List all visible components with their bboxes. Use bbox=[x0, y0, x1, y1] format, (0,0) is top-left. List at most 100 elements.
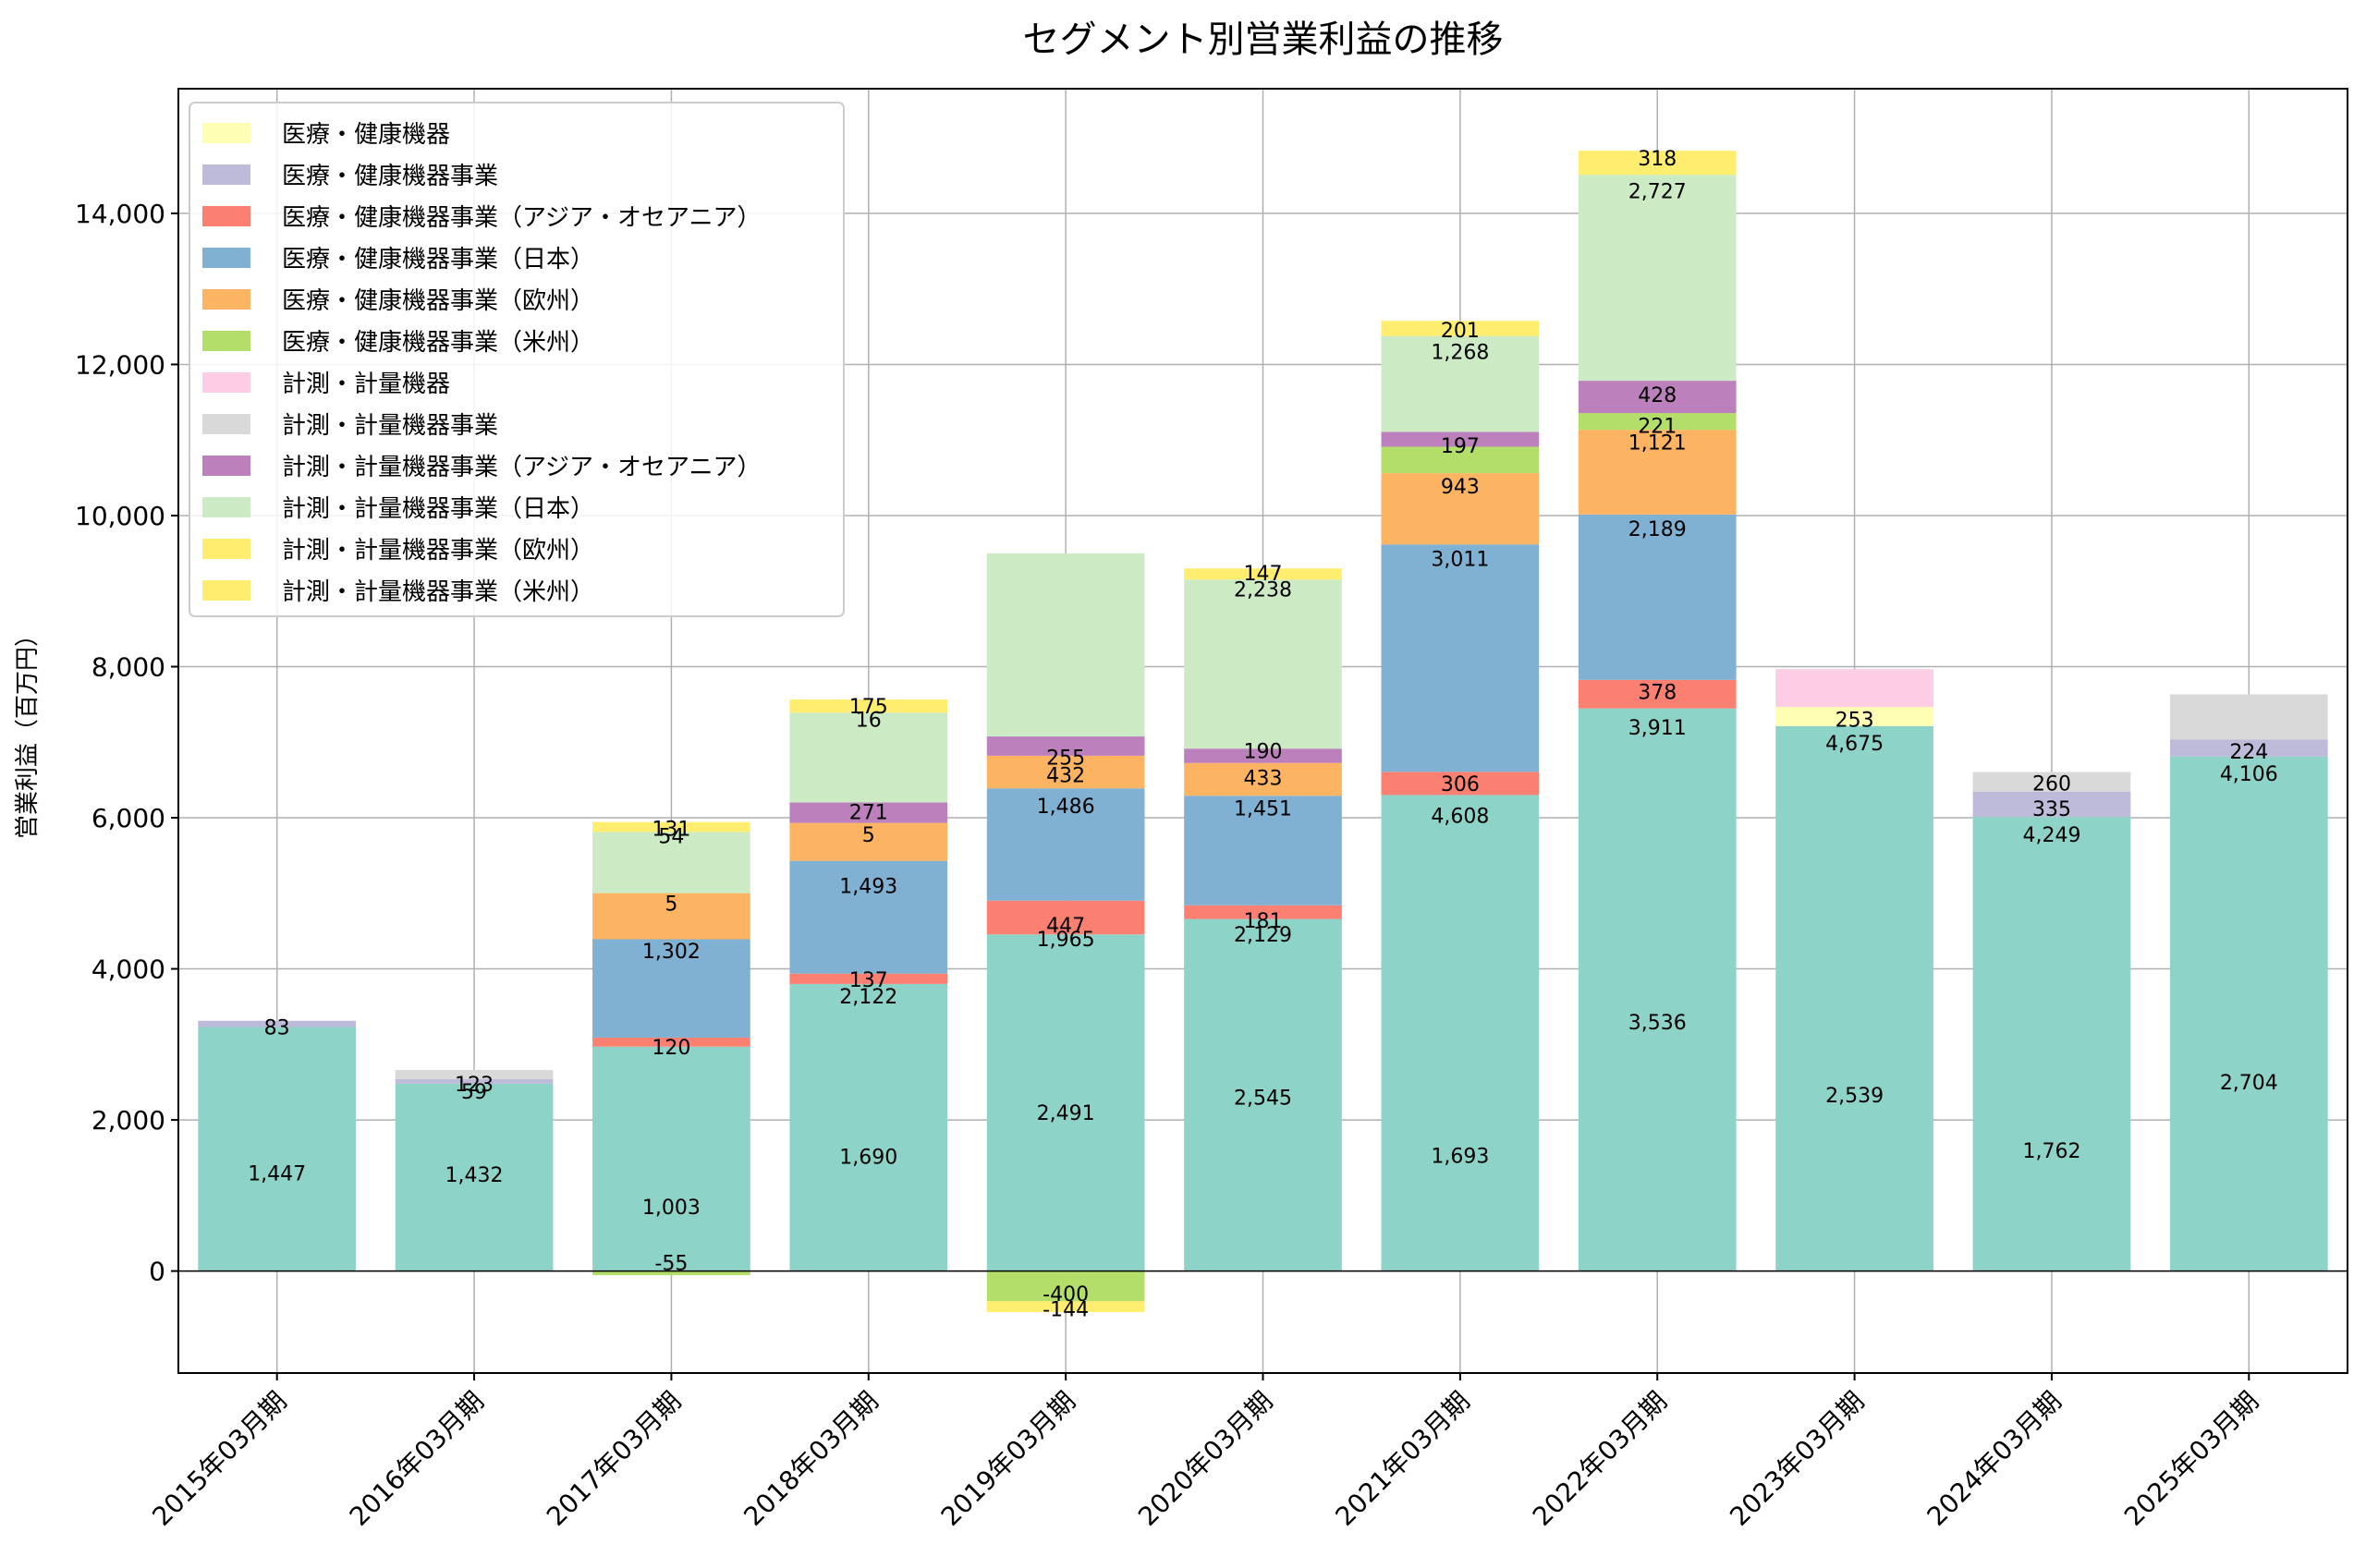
data-label: 4,675 bbox=[1825, 733, 1884, 756]
data-label: 3,011 bbox=[1431, 549, 1489, 572]
bar-segment bbox=[986, 755, 1145, 789]
data-label: 4,608 bbox=[1431, 806, 1489, 829]
bar-segment bbox=[2169, 694, 2328, 740]
data-label: 131 bbox=[652, 818, 690, 841]
bar-segment bbox=[592, 821, 750, 833]
bar-stacks bbox=[198, 151, 2328, 1313]
y-axis-label: 営業利益（百万円） bbox=[14, 623, 42, 839]
bar-segment bbox=[1578, 430, 1737, 515]
data-label: 253 bbox=[1835, 710, 1874, 733]
bar-segment bbox=[2169, 739, 2328, 757]
y-tick-label: 6,000 bbox=[91, 803, 165, 833]
bar-segment bbox=[592, 1046, 750, 1271]
bar-segment bbox=[789, 983, 948, 1271]
bar-segment bbox=[592, 1270, 750, 1276]
bar-segment bbox=[395, 1083, 554, 1271]
data-label: 1,451 bbox=[1234, 797, 1292, 820]
data-label: -400 bbox=[1043, 1283, 1089, 1307]
data-label: 1,432 bbox=[445, 1164, 504, 1187]
bar-segment bbox=[1184, 918, 1342, 1271]
x-tick-label: 2024年03月期 bbox=[1921, 1386, 2067, 1532]
bar-segment bbox=[1184, 905, 1342, 919]
bar-segment bbox=[1578, 708, 1737, 1271]
legend-label: 医療・健康機器事業（欧州） bbox=[282, 287, 594, 315]
legend-swatch bbox=[202, 497, 250, 517]
bar-segment bbox=[1381, 432, 1540, 447]
legend-label: 計測・計量機器事業（日本） bbox=[282, 495, 594, 523]
data-label: 224 bbox=[2229, 741, 2268, 764]
data-label: 2,704 bbox=[2220, 1072, 2278, 1095]
data-label: 5 bbox=[862, 824, 875, 847]
bar-segment bbox=[986, 1301, 1145, 1313]
data-label: 3,536 bbox=[1628, 1012, 1687, 1035]
data-label: 120 bbox=[652, 1037, 690, 1060]
data-label: 2,238 bbox=[1234, 578, 1292, 602]
data-label: 1,486 bbox=[1037, 796, 1095, 819]
bar-segment bbox=[1381, 544, 1540, 772]
legend-swatch bbox=[202, 164, 250, 185]
bar-segment bbox=[1381, 335, 1540, 432]
legend-swatch bbox=[202, 414, 250, 434]
data-label: 378 bbox=[1638, 681, 1677, 704]
data-label: 1,003 bbox=[642, 1197, 701, 1220]
bar-segment bbox=[1775, 725, 1933, 1271]
bar-segment bbox=[1775, 707, 1933, 726]
data-label: 335 bbox=[2032, 798, 2071, 821]
bar-segment bbox=[592, 1037, 750, 1047]
data-label: 4,249 bbox=[2022, 824, 2080, 847]
y-tick-label: 10,000 bbox=[75, 501, 165, 531]
legend-label: 計測・計量機器事業（アジア・オセアニア） bbox=[282, 454, 761, 481]
bar-segment bbox=[1578, 151, 1737, 176]
data-label: 943 bbox=[1441, 476, 1480, 499]
data-label: 433 bbox=[1244, 768, 1283, 791]
data-label: 2,189 bbox=[1628, 518, 1687, 541]
data-label: 1,121 bbox=[1628, 432, 1687, 456]
bar-segment bbox=[1184, 762, 1342, 796]
data-label: 255 bbox=[1046, 748, 1085, 771]
data-label: 2,129 bbox=[1234, 924, 1292, 947]
legend-swatch bbox=[202, 123, 250, 143]
data-label: 1,493 bbox=[839, 876, 897, 899]
data-label: 201 bbox=[1441, 320, 1480, 343]
bar-segment bbox=[1381, 446, 1540, 474]
bar-segment bbox=[1578, 679, 1737, 709]
bar-segment bbox=[1184, 748, 1342, 763]
data-label: 432 bbox=[1046, 764, 1085, 787]
data-label: 271 bbox=[849, 801, 888, 824]
data-label: 190 bbox=[1244, 740, 1283, 763]
data-label: 147 bbox=[1244, 563, 1283, 586]
bar-segment bbox=[1184, 796, 1342, 906]
x-tick-label: 2015年03月期 bbox=[146, 1386, 292, 1532]
y-tick-label: 4,000 bbox=[91, 954, 165, 985]
legend-label: 計測・計量機器 bbox=[282, 371, 450, 398]
bar-segment bbox=[789, 802, 948, 823]
legend-swatch bbox=[202, 539, 250, 559]
data-label: 2,727 bbox=[1628, 180, 1687, 203]
legend-label: 計測・計量機器事業 bbox=[282, 412, 498, 440]
bar-segment bbox=[1578, 413, 1737, 431]
bar-segment bbox=[789, 973, 948, 984]
data-label: 1,693 bbox=[1431, 1146, 1489, 1169]
data-label: 4,106 bbox=[2220, 763, 2278, 786]
legend-label: 医療・健康機器事業（米州） bbox=[282, 329, 594, 357]
bar-segment bbox=[1972, 772, 2131, 792]
x-tick-label: 2022年03月期 bbox=[1527, 1386, 1673, 1532]
data-label: 428 bbox=[1638, 384, 1677, 407]
bar-segment bbox=[986, 788, 1145, 901]
bar-segment bbox=[1578, 514, 1737, 680]
bar-segment bbox=[1972, 817, 2131, 1271]
legend-swatch bbox=[202, 331, 250, 351]
data-label: 175 bbox=[849, 696, 888, 719]
data-label: 2,539 bbox=[1825, 1085, 1884, 1108]
x-tick-label: 2017年03月期 bbox=[541, 1386, 687, 1532]
legend-swatch bbox=[202, 289, 250, 310]
data-label: 181 bbox=[1244, 910, 1283, 933]
legend-swatch bbox=[202, 206, 250, 226]
bar-segment bbox=[592, 893, 750, 940]
bar-segment bbox=[789, 860, 948, 974]
data-label: 447 bbox=[1046, 915, 1085, 938]
bar-segment bbox=[986, 1270, 1145, 1302]
